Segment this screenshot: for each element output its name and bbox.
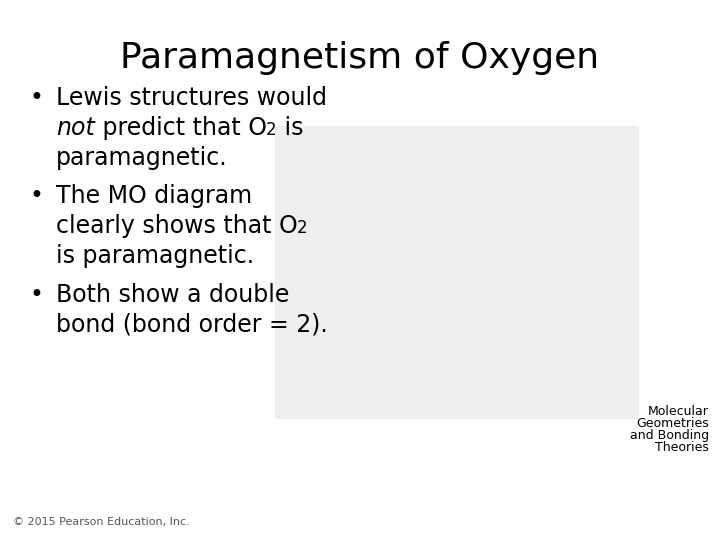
Text: Paramagnetism of Oxygen: Paramagnetism of Oxygen <box>120 41 600 75</box>
Text: •: • <box>30 86 43 110</box>
Text: © 2015 Pearson Education, Inc.: © 2015 Pearson Education, Inc. <box>14 517 190 526</box>
Bar <box>275 126 639 419</box>
Text: is paramagnetic.: is paramagnetic. <box>56 244 254 268</box>
Text: •: • <box>30 185 43 208</box>
Text: •: • <box>30 283 43 307</box>
Text: predict that O: predict that O <box>95 116 267 140</box>
Text: Theories: Theories <box>654 441 708 454</box>
Text: clearly shows that O: clearly shows that O <box>56 214 298 238</box>
Text: not: not <box>56 116 95 140</box>
Text: Lewis structures would: Lewis structures would <box>56 86 327 110</box>
Text: is: is <box>276 116 303 140</box>
Text: 2: 2 <box>266 121 276 139</box>
Text: bond (bond order = 2).: bond (bond order = 2). <box>56 313 328 337</box>
Text: paramagnetic.: paramagnetic. <box>56 146 228 170</box>
Text: Geometries: Geometries <box>636 417 708 430</box>
Text: Both show a double: Both show a double <box>56 283 289 307</box>
Text: and Bonding: and Bonding <box>629 429 708 442</box>
Text: Molecular: Molecular <box>648 405 708 418</box>
Text: 2: 2 <box>297 219 307 237</box>
Text: The MO diagram: The MO diagram <box>56 185 252 208</box>
